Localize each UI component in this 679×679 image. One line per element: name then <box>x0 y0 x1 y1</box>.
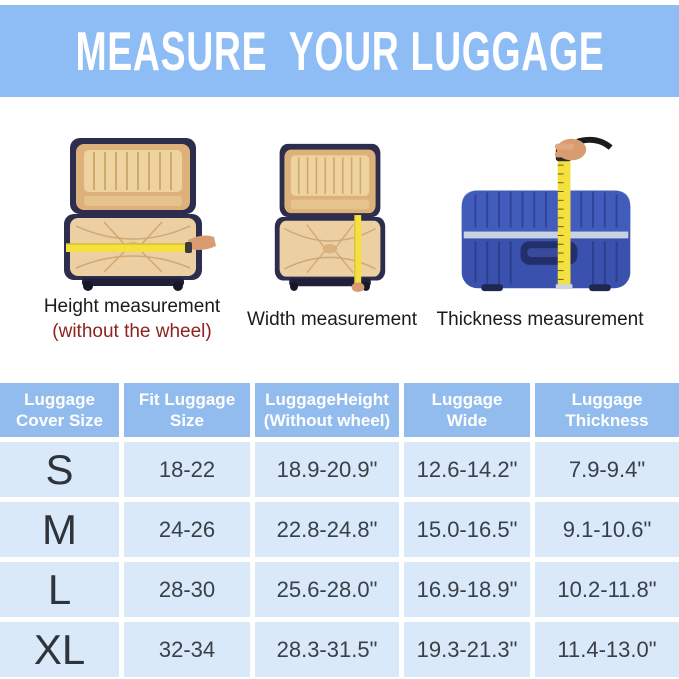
cell-wide-s: 12.6-14.2" <box>404 442 530 497</box>
title-banner: MEASURE YOUR LUGGAGE <box>0 5 679 97</box>
cell-thickness-m: 9.1-10.6" <box>535 502 679 557</box>
measuring-tape <box>555 155 573 290</box>
caption-text: Width measurement <box>246 309 417 330</box>
open-suitcase-width-icon <box>274 143 386 292</box>
cell-thickness-xl: 11.4-13.0" <box>535 622 679 677</box>
cell-fit-l: 28-30 <box>124 562 250 617</box>
cell-size-xl: XL <box>0 622 119 677</box>
caption-note: (without the wheel) <box>52 320 212 342</box>
cell-size-s: S <box>0 442 119 497</box>
hand <box>554 136 613 162</box>
hand <box>351 282 365 292</box>
height-measurement-caption: Height measurement (without the wheel) <box>30 295 234 344</box>
header-luggage-thickness: Luggage Thickness <box>535 383 679 437</box>
cell-fit-s: 18-22 <box>124 442 250 497</box>
cell-height-m: 22.8-24.8" <box>255 502 399 557</box>
width-measurement-caption: Width measurement <box>232 308 432 333</box>
page-title: MEASURE YOUR LUGGAGE <box>75 20 604 82</box>
cell-wide-m: 15.0-16.5" <box>404 502 530 557</box>
cell-wide-xl: 19.3-21.3" <box>404 622 530 677</box>
header-fit-luggage-size: Fit Luggage Size <box>124 383 250 437</box>
cell-fit-xl: 32-34 <box>124 622 250 677</box>
cell-size-m: M <box>0 502 119 557</box>
cell-fit-m: 24-26 <box>124 502 250 557</box>
measuring-tape <box>354 215 362 285</box>
cell-height-xl: 28.3-31.5" <box>255 622 399 677</box>
open-suitcase-height-icon <box>64 138 216 291</box>
suitcase-thickness-icon <box>461 136 631 292</box>
measuring-tape <box>66 244 188 252</box>
thickness-measurement-caption: Thickness measurement <box>425 308 655 333</box>
header-luggage-cover-size: Luggage Cover Size <box>0 383 119 437</box>
cell-height-s: 18.9-20.9" <box>255 442 399 497</box>
caption-text: Thickness measurement <box>436 309 644 330</box>
header-luggage-wide: Luggage Wide <box>404 383 530 437</box>
cell-wide-l: 16.9-18.9" <box>404 562 530 617</box>
cell-size-l: L <box>0 562 119 617</box>
cell-height-l: 25.6-28.0" <box>255 562 399 617</box>
caption-text: Height measurement <box>43 296 221 317</box>
cell-thickness-s: 7.9-9.4" <box>535 442 679 497</box>
cell-thickness-l: 10.2-11.8" <box>535 562 679 617</box>
header-luggage-height: LuggageHeight (Without wheel) <box>255 383 399 437</box>
size-chart-table: Luggage Cover Size Fit Luggage Size Lugg… <box>0 383 679 677</box>
hand <box>185 235 216 253</box>
